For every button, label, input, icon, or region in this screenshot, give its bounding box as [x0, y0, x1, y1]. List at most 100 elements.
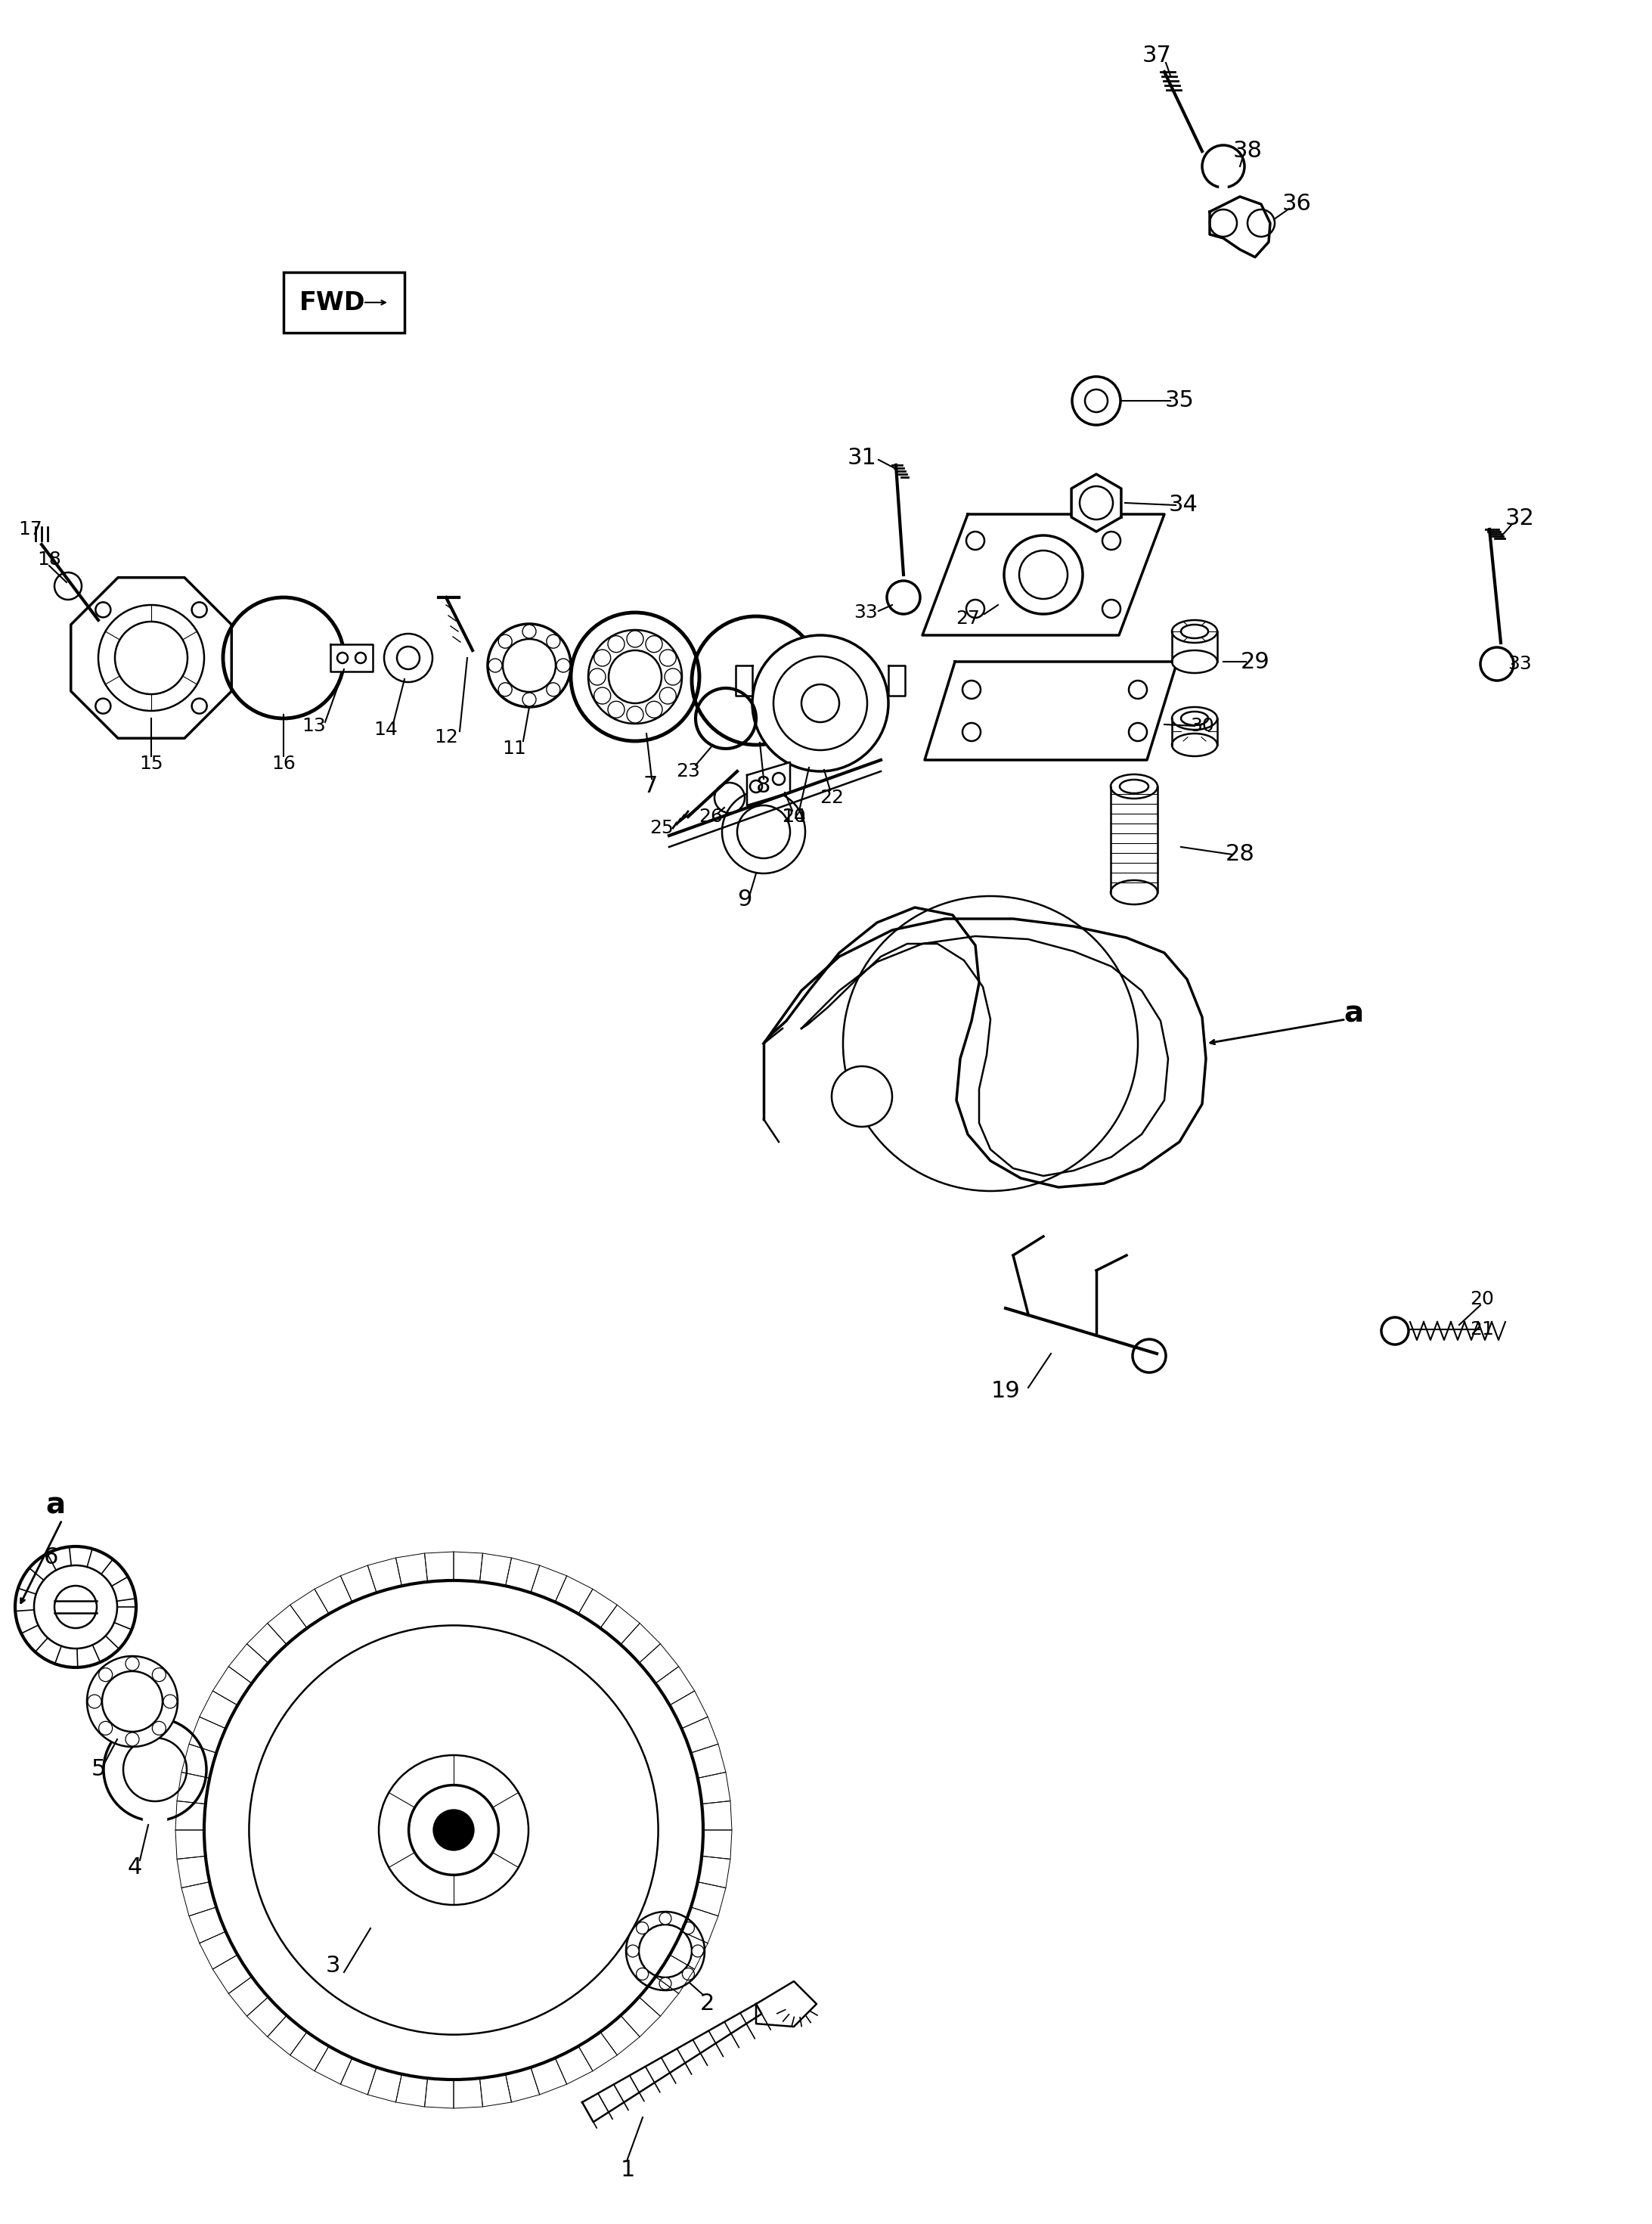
Text: 3: 3 — [325, 1955, 340, 1977]
Circle shape — [1019, 552, 1067, 598]
Polygon shape — [291, 2033, 329, 2071]
Circle shape — [572, 612, 699, 741]
Circle shape — [126, 1657, 139, 1670]
Text: 11: 11 — [502, 741, 525, 758]
Polygon shape — [188, 1717, 226, 1753]
Text: 1: 1 — [620, 2160, 634, 2182]
Circle shape — [1080, 487, 1113, 520]
Ellipse shape — [1171, 707, 1218, 729]
Polygon shape — [656, 1666, 694, 1706]
Circle shape — [378, 1755, 529, 1906]
Polygon shape — [702, 1801, 732, 1830]
Circle shape — [831, 1065, 892, 1128]
Text: 20: 20 — [1470, 1290, 1493, 1308]
Polygon shape — [396, 2075, 428, 2106]
Text: 35: 35 — [1165, 389, 1194, 411]
Polygon shape — [506, 2068, 540, 2102]
Text: 2: 2 — [699, 1993, 714, 2015]
Polygon shape — [175, 1830, 205, 1859]
Circle shape — [487, 625, 572, 707]
Circle shape — [1102, 532, 1120, 549]
Polygon shape — [691, 1882, 725, 1917]
Circle shape — [522, 692, 535, 707]
Polygon shape — [735, 665, 752, 696]
Polygon shape — [340, 2057, 377, 2095]
Text: 36: 36 — [1282, 193, 1312, 216]
Polygon shape — [763, 907, 1206, 1188]
Circle shape — [608, 636, 624, 652]
Text: 12: 12 — [434, 727, 458, 747]
Text: 6: 6 — [45, 1548, 59, 1568]
Circle shape — [801, 685, 839, 723]
Polygon shape — [1072, 474, 1122, 532]
Polygon shape — [175, 1801, 205, 1830]
Polygon shape — [228, 1644, 268, 1684]
Polygon shape — [639, 1977, 679, 2017]
Text: 27: 27 — [957, 609, 980, 627]
Polygon shape — [71, 578, 231, 738]
Polygon shape — [368, 2068, 401, 2102]
Polygon shape — [682, 1908, 719, 1944]
Circle shape — [626, 632, 643, 647]
Polygon shape — [697, 1773, 730, 1804]
Polygon shape — [291, 1588, 329, 1628]
Text: 18: 18 — [36, 552, 61, 569]
Ellipse shape — [1110, 774, 1158, 798]
Polygon shape — [425, 2077, 454, 2108]
Circle shape — [502, 638, 555, 692]
Circle shape — [15, 1546, 135, 1668]
Polygon shape — [530, 2057, 567, 2095]
Polygon shape — [454, 1552, 482, 1581]
Text: 4: 4 — [127, 1857, 142, 1879]
Text: 7: 7 — [643, 776, 657, 798]
Circle shape — [152, 1668, 165, 1681]
Polygon shape — [268, 1606, 307, 1644]
Circle shape — [773, 656, 867, 749]
Polygon shape — [228, 1977, 268, 2017]
Circle shape — [626, 707, 643, 723]
Ellipse shape — [1171, 620, 1218, 643]
Ellipse shape — [1171, 649, 1218, 674]
Polygon shape — [177, 1857, 210, 1888]
Circle shape — [116, 620, 188, 694]
Circle shape — [682, 1968, 694, 1979]
Circle shape — [752, 636, 889, 772]
Text: a: a — [45, 1490, 64, 1519]
Polygon shape — [188, 1908, 226, 1944]
Polygon shape — [600, 1606, 639, 1644]
Circle shape — [55, 572, 81, 600]
Text: 17: 17 — [18, 520, 43, 538]
Circle shape — [126, 1732, 139, 1746]
Text: 37: 37 — [1142, 44, 1171, 67]
Text: 13: 13 — [302, 716, 325, 734]
Circle shape — [1004, 536, 1082, 614]
Polygon shape — [691, 1744, 725, 1779]
Polygon shape — [582, 2004, 762, 2122]
Circle shape — [96, 698, 111, 714]
Circle shape — [773, 774, 785, 785]
Ellipse shape — [1181, 625, 1208, 638]
Circle shape — [595, 649, 611, 667]
Ellipse shape — [1171, 734, 1218, 756]
Circle shape — [966, 532, 985, 549]
Polygon shape — [479, 1552, 512, 1586]
Circle shape — [1128, 681, 1146, 698]
Polygon shape — [330, 645, 373, 672]
Circle shape — [659, 687, 676, 705]
Polygon shape — [621, 1624, 661, 1664]
Polygon shape — [182, 1744, 216, 1779]
Circle shape — [88, 1657, 178, 1746]
Circle shape — [608, 649, 661, 703]
Circle shape — [646, 701, 662, 718]
Circle shape — [96, 603, 111, 618]
Text: 22: 22 — [819, 790, 844, 807]
Circle shape — [626, 1946, 639, 1957]
Text: 32: 32 — [1505, 507, 1535, 529]
Circle shape — [659, 1977, 671, 1990]
Circle shape — [588, 629, 682, 723]
Circle shape — [499, 683, 512, 696]
Circle shape — [636, 1968, 648, 1979]
Circle shape — [646, 636, 662, 652]
Polygon shape — [213, 1955, 251, 1993]
Circle shape — [88, 1695, 101, 1708]
